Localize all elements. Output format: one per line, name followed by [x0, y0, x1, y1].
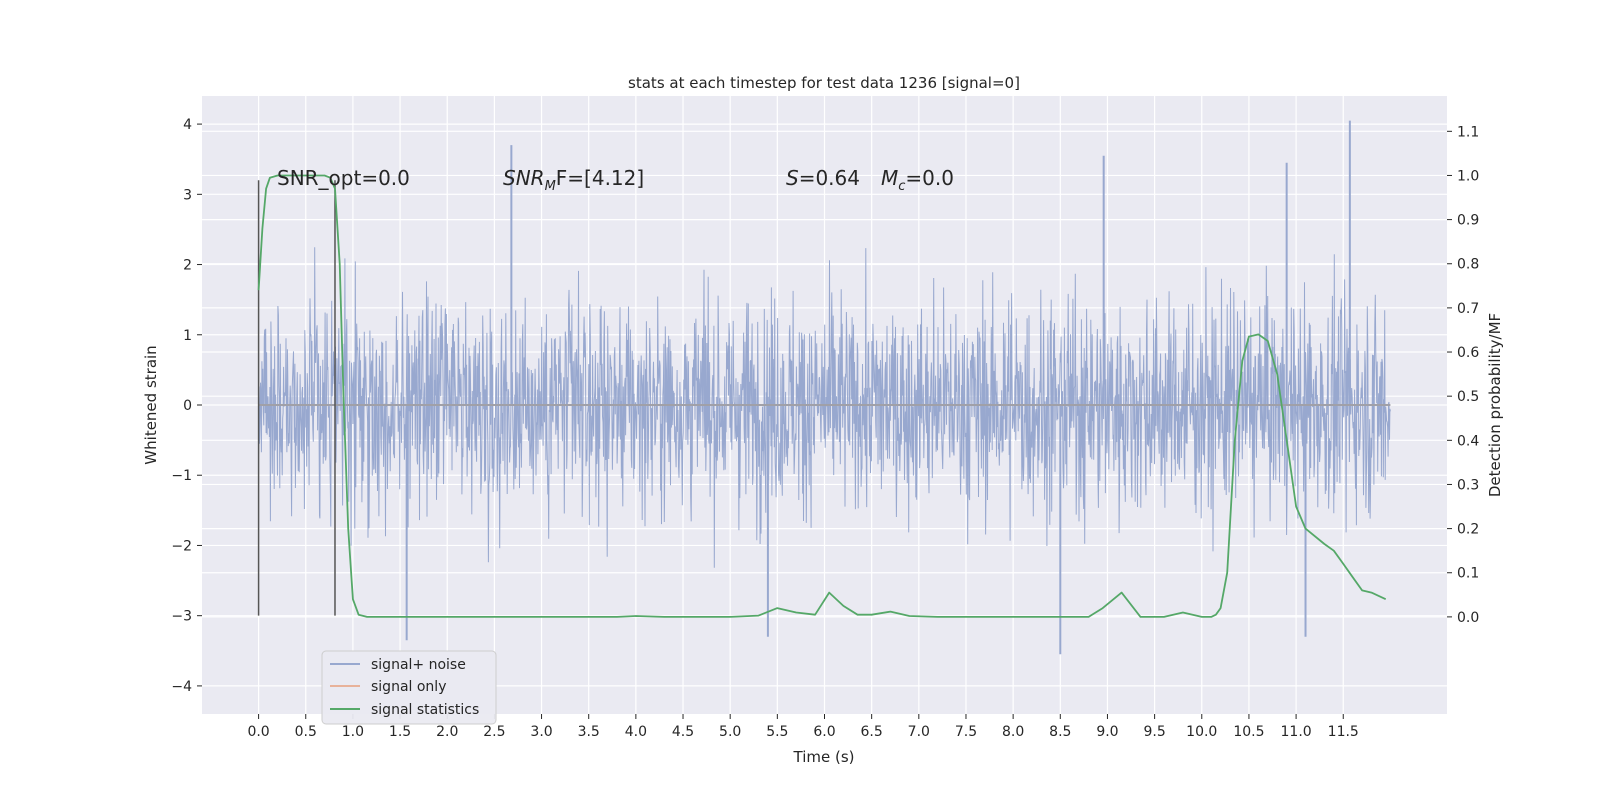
x-tick-label-23: 11.5 [1328, 724, 1359, 740]
x-tick-label-9: 4.5 [672, 724, 694, 740]
y-axis-ticks: −4 −3 −2 −1 0 1 2 3 4 [171, 117, 202, 695]
x-tick-label-21: 10.5 [1233, 724, 1264, 740]
x-tick-label-18: 9.0 [1096, 724, 1118, 740]
y-tick-label-3: −1 [171, 468, 192, 484]
y-tick-label-0: −4 [171, 679, 192, 695]
annotation-snr-opt: SNR_opt=0.0 [277, 166, 410, 190]
x-tick-label-2: 1.0 [342, 724, 364, 740]
y-right-tick-label-6: 0.6 [1457, 345, 1479, 361]
y-right-tick-label-0: 0.0 [1457, 610, 1479, 626]
x-tick-label-17: 8.5 [1049, 724, 1071, 740]
x-tick-label-6: 3.0 [530, 724, 552, 740]
x-tick-label-19: 9.5 [1143, 724, 1165, 740]
x-tick-label-7: 3.5 [578, 724, 600, 740]
signal-statistics-line [257, 174, 1387, 618]
y-right-tick-label-11: 1.1 [1457, 124, 1479, 140]
signal-noise-series [258, 120, 1391, 655]
x-tick-label-13: 6.5 [861, 724, 883, 740]
signal-statistics-series [257, 174, 1387, 618]
y-right-tick-label-9: 0.9 [1457, 213, 1479, 229]
x-tick-label-14: 7.0 [908, 724, 930, 740]
x-tick-label-22: 11.0 [1281, 724, 1312, 740]
x-tick-label-4: 2.0 [436, 724, 458, 740]
y-tick-label-6: 2 [183, 258, 192, 274]
y-right-tick-label-5: 0.5 [1457, 389, 1479, 405]
x-axis-ticks: 0.0 0.5 1.0 1.5 2.0 2.5 3.0 3.5 4.0 4.5 5.0 5.5 6.0 6… [247, 714, 1359, 740]
y-right-tick-label-2: 0.2 [1457, 522, 1479, 538]
y-right-tick-label-1: 0.1 [1457, 566, 1479, 582]
y-right-axis-label: Detection probability/MF [1486, 313, 1504, 497]
y-tick-label-4: 0 [183, 398, 192, 414]
x-tick-label-10: 5.0 [719, 724, 741, 740]
x-tick-label-0: 0.0 [247, 724, 269, 740]
x-tick-label-11: 5.5 [766, 724, 788, 740]
chart-title: stats at each timestep for test data 123… [628, 74, 1020, 92]
x-tick-label-5: 2.5 [483, 724, 505, 740]
legend-label-signal-noise: signal+ noise [371, 657, 466, 673]
x-tick-label-16: 8.0 [1002, 724, 1024, 740]
y-tick-label-5: 1 [183, 328, 192, 344]
annotation-snr-mf: SNRMF=[4.12] [503, 166, 644, 194]
marker-lines [257, 180, 336, 616]
x-tick-label-15: 7.5 [955, 724, 977, 740]
y-tick-label-1: −3 [171, 609, 192, 625]
y-right-tick-label-3: 0.3 [1457, 477, 1479, 493]
annotation-s: S=0.64 [786, 166, 860, 190]
x-tick-label-8: 4.0 [625, 724, 647, 740]
annotation-mc: Mc=0.0 [881, 166, 954, 194]
y-right-tick-label-8: 0.8 [1457, 257, 1479, 273]
legend: signal+ noise signal only signal statist… [321, 650, 497, 725]
x-axis-label: Time (s) [793, 748, 855, 766]
y-tick-label-7: 3 [183, 187, 192, 203]
y-right-tick-label-10: 1.0 [1457, 168, 1479, 184]
legend-box [321, 650, 497, 725]
x-tick-label-3: 1.5 [389, 724, 411, 740]
y-tick-label-8: 4 [183, 117, 192, 133]
y-right-tick-label-4: 0.4 [1457, 433, 1479, 449]
y-right-axis-ticks: 0.0 0.1 0.2 0.3 0.4 0.5 0.6 0.7 0.8 0.9 1.0 1.1 [1447, 124, 1479, 626]
y-tick-label-2: −2 [171, 538, 192, 554]
y-right-tick-label-7: 0.7 [1457, 301, 1479, 317]
x-tick-label-1: 0.5 [295, 724, 317, 740]
legend-label-signal-only: signal only [371, 679, 446, 695]
x-tick-label-12: 6.0 [813, 724, 835, 740]
x-tick-label-20: 10.0 [1186, 724, 1217, 740]
signal-noise-line [258, 247, 1391, 568]
legend-label-signal-statistics: signal statistics [371, 702, 479, 718]
y-axis-label: Whitened strain [142, 345, 160, 464]
